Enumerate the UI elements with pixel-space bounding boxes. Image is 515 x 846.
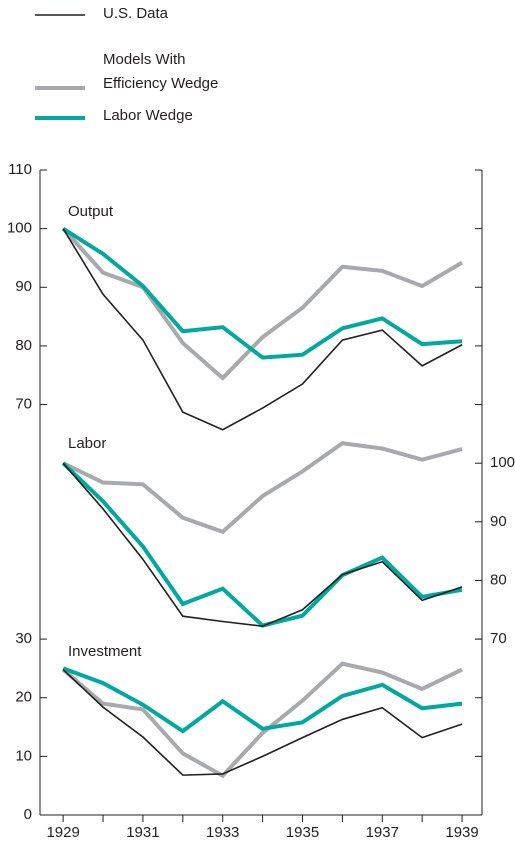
y2-tick-label: 70 [490, 630, 507, 647]
y-tick-label: 80 [15, 337, 32, 354]
series-line [62, 666, 463, 734]
y-tick-label: 30 [15, 630, 32, 647]
legend-label: Efficiency Wedge [103, 75, 218, 92]
legend-label: Labor Wedge [103, 107, 193, 124]
y2-tick-label: 100 [490, 454, 515, 471]
series-line [62, 441, 463, 535]
x-tick-label: 1935 [286, 824, 319, 841]
series-line [61, 227, 464, 381]
y2-tick-label: 90 [490, 513, 507, 530]
y-tick-label: 70 [15, 396, 32, 413]
x-tick-label: 1931 [126, 824, 159, 841]
x-tick-label: 1939 [445, 824, 478, 841]
legend-label: U.S. Data [103, 5, 169, 22]
x-tick-label: 1929 [46, 824, 79, 841]
panel-title: Output [68, 203, 114, 220]
x-tick-label: 1937 [366, 824, 399, 841]
y-tick-label: 10 [15, 747, 32, 764]
panel-title: Investment [68, 643, 142, 660]
y-tick-label: 90 [15, 278, 32, 295]
series-line [62, 462, 463, 628]
y-tick-label: 110 [8, 161, 32, 178]
y-tick-label: 100 [7, 220, 32, 237]
series-line [62, 226, 463, 360]
series-line [62, 668, 463, 776]
series-line [62, 228, 463, 431]
legend-title: Models With [103, 51, 186, 68]
x-tick-label: 1933 [206, 824, 239, 841]
y-tick-label: 20 [15, 689, 32, 706]
y2-tick-label: 80 [490, 571, 507, 588]
y-tick-label: 0 [24, 806, 32, 823]
panel-title: Labor [68, 435, 106, 452]
series-line [61, 461, 463, 628]
series-line [61, 661, 463, 779]
